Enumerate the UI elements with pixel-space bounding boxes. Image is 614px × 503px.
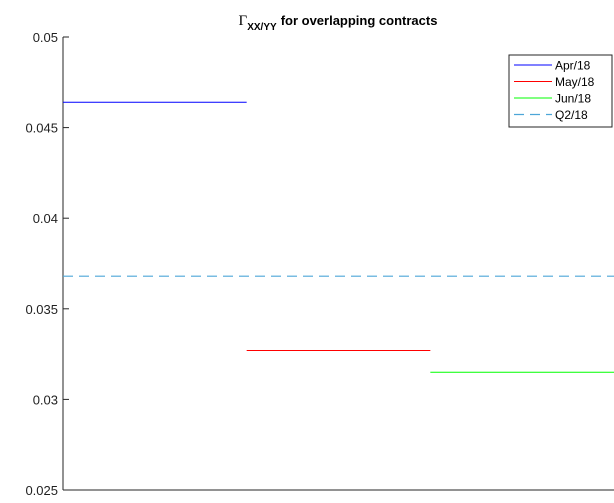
legend-box — [508, 54, 613, 128]
axes: 0.025 0.03 0.035 0.04 0.045 0.05 — [25, 30, 614, 498]
legend-label: May/18 — [555, 75, 595, 89]
plot-lines — [63, 101, 614, 373]
chart-title: ΓXX/YY for overlapping contracts — [239, 13, 438, 33]
y-tick-label: 0.04 — [33, 211, 58, 226]
y-tick-label: 0.025 — [25, 483, 58, 498]
y-tick-label: 0.05 — [33, 30, 58, 45]
legend-label: Jun/18 — [555, 92, 591, 106]
y-tick-label: 0.03 — [33, 392, 58, 407]
y-tick-label: 0.045 — [25, 121, 58, 136]
title-text: for overlapping contracts — [281, 13, 438, 28]
legend-label: Apr/18 — [555, 59, 591, 73]
title-subscript: XX/YY — [247, 22, 277, 33]
legend: Apr/18 May/18 Jun/18 Q2/18 — [508, 54, 613, 128]
title-symbol: Γ — [239, 13, 248, 29]
y-tick-label: 0.035 — [25, 302, 58, 317]
legend-label: Q2/18 — [555, 108, 588, 122]
